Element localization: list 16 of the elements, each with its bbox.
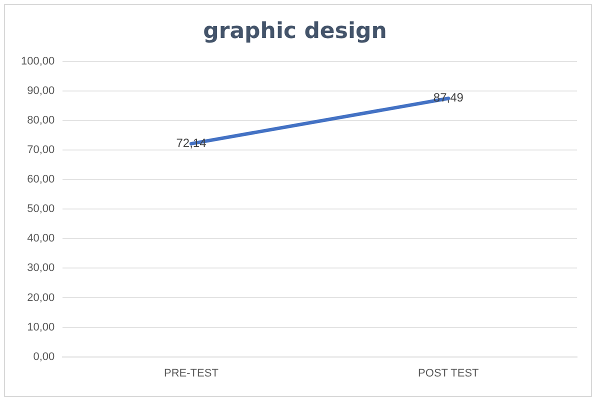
data-label: 87,49	[433, 90, 464, 105]
x-tick-label: PRE-TEST	[164, 367, 219, 380]
y-tick-label: 30,00	[27, 262, 55, 274]
y-tick-label: 20,00	[27, 292, 55, 304]
y-tick-label: 0,00	[33, 350, 55, 363]
y-tick-label: 60,00	[27, 174, 55, 186]
chart-title: graphic design	[203, 18, 387, 44]
y-tick-label: 40,00	[27, 232, 55, 245]
y-tick-label: 70,00	[27, 144, 55, 156]
x-tick-label: POST TEST	[418, 367, 480, 380]
y-tick-label: 10,00	[27, 321, 55, 334]
y-tick-label: 90,00	[27, 84, 55, 97]
data-label: 72,14	[176, 136, 207, 150]
y-tick-label: 100,00	[20, 55, 55, 68]
y-tick-label: 80,00	[27, 114, 55, 127]
y-tick-label: 50,00	[27, 203, 55, 216]
